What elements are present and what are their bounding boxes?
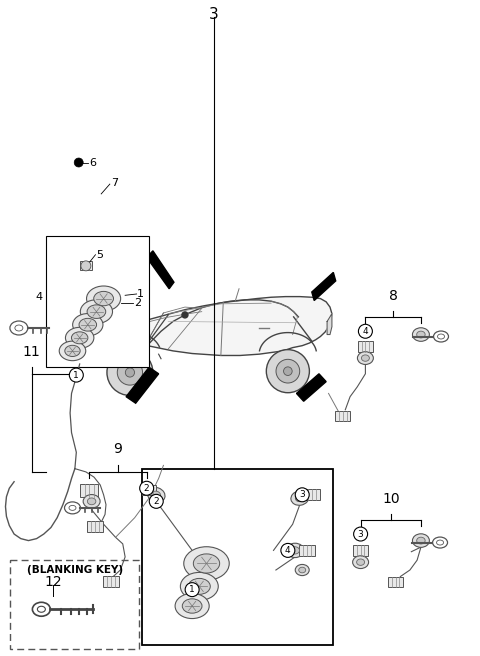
Ellipse shape [175,594,209,619]
Ellipse shape [286,543,304,558]
Text: 4: 4 [35,292,42,302]
Ellipse shape [295,495,304,502]
Circle shape [107,350,153,396]
Circle shape [81,261,91,271]
Ellipse shape [83,495,100,508]
Circle shape [284,367,292,375]
Bar [353,545,368,556]
Ellipse shape [417,331,425,338]
Text: (BLANKING KEY): (BLANKING KEY) [27,565,123,575]
Circle shape [354,527,368,541]
Text: 3: 3 [300,490,305,499]
Text: 12: 12 [45,575,62,589]
Circle shape [182,312,188,318]
Ellipse shape [65,327,94,348]
Text: 4: 4 [285,546,291,555]
Circle shape [295,488,309,502]
Ellipse shape [79,318,96,331]
Circle shape [359,324,372,338]
Bar [142,468,333,646]
Polygon shape [126,367,158,403]
Circle shape [140,482,154,495]
Bar [80,261,92,270]
Ellipse shape [299,567,306,573]
Text: 7: 7 [111,178,118,188]
Bar [304,489,320,501]
Polygon shape [84,297,332,356]
Bar [142,485,156,495]
Bar [80,483,98,497]
Text: 2: 2 [144,483,149,493]
Circle shape [69,368,84,382]
Ellipse shape [358,352,373,365]
Ellipse shape [412,328,430,341]
Ellipse shape [94,291,113,306]
Bar [358,341,373,352]
Circle shape [185,583,199,596]
Ellipse shape [65,345,80,356]
Ellipse shape [295,564,309,575]
Circle shape [125,368,134,377]
Ellipse shape [290,547,300,554]
Ellipse shape [291,491,309,505]
Polygon shape [327,314,332,335]
Text: 10: 10 [382,492,399,506]
Ellipse shape [353,556,369,569]
Polygon shape [312,272,336,300]
Circle shape [149,495,163,508]
Text: 2: 2 [134,298,141,308]
Bar [103,577,119,587]
Ellipse shape [417,537,425,544]
Text: 1: 1 [137,289,144,299]
Text: 11: 11 [23,346,41,359]
Ellipse shape [182,599,202,613]
Text: 3: 3 [358,529,363,539]
Ellipse shape [193,554,220,573]
Bar [46,236,149,367]
Ellipse shape [180,573,218,600]
Ellipse shape [188,579,210,594]
Ellipse shape [357,559,365,565]
Text: 6: 6 [89,157,96,167]
Ellipse shape [184,546,229,580]
Ellipse shape [87,498,96,504]
Ellipse shape [72,332,88,344]
Text: 8: 8 [389,289,397,303]
Circle shape [117,360,143,385]
Bar [10,560,140,649]
Ellipse shape [412,534,430,547]
Text: 4: 4 [362,327,368,336]
Ellipse shape [80,300,112,323]
Bar [336,411,350,421]
Text: 1: 1 [189,585,195,594]
Ellipse shape [72,314,103,336]
Ellipse shape [87,305,106,318]
Polygon shape [147,251,174,289]
Text: 3: 3 [209,7,218,22]
Bar [299,545,315,556]
Bar [87,521,103,531]
Text: 9: 9 [113,441,122,455]
Text: 2: 2 [154,497,159,506]
Ellipse shape [361,355,370,361]
Text: 5: 5 [96,249,103,260]
Ellipse shape [147,487,165,502]
Ellipse shape [152,491,161,499]
Ellipse shape [59,341,86,361]
Text: 1: 1 [73,371,79,380]
Bar [388,577,403,586]
Ellipse shape [86,286,120,311]
Circle shape [281,543,295,558]
Circle shape [266,350,310,393]
Circle shape [74,158,83,167]
Polygon shape [297,374,326,401]
Circle shape [276,359,300,383]
